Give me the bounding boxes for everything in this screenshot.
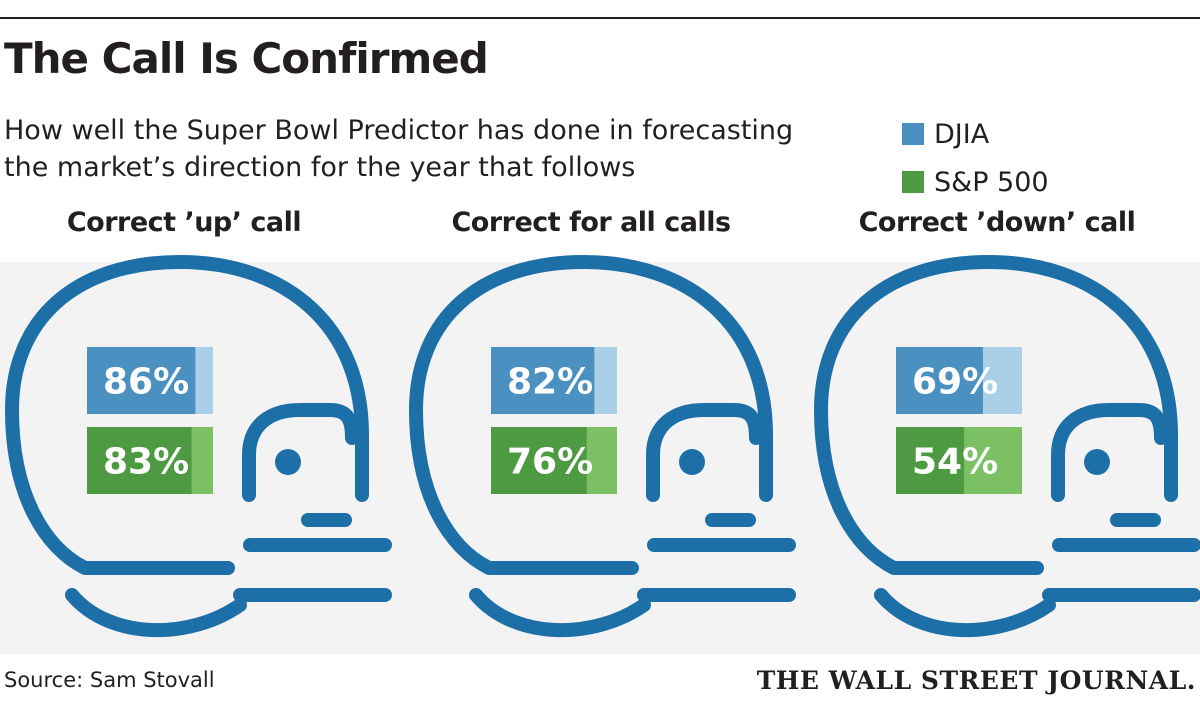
helmet-shell-up-call: [5, 255, 369, 575]
chart-subtitle: How well the Super Bowl Predictor has do…: [4, 112, 864, 186]
helmet-ear-hole-up-call: [275, 449, 301, 475]
panel-title-all-calls: Correct for all calls: [451, 207, 731, 238]
bar-sp500-all-calls: [491, 427, 587, 494]
helmet-ear-up-call: [242, 403, 359, 502]
source-note: Source: Sam Stovall: [4, 668, 215, 692]
bar-label-sp500-down-call: 54%: [912, 442, 998, 483]
bar-djia-up-call: [87, 347, 196, 414]
bar-djia-all-calls: [491, 347, 595, 414]
helmet-ear-all-calls: [646, 403, 763, 502]
helmet-shell-down-call: [814, 255, 1178, 575]
legend-label-sp500: S&P 500: [934, 166, 1049, 198]
panel-title-up-call: Correct ’up’ call: [66, 207, 302, 238]
chart-title: The Call Is Confirmed: [4, 34, 489, 83]
subtitle-line-2: the market’s direction for the year that…: [4, 152, 636, 183]
helmet-ear-hole-down-call: [1084, 449, 1110, 475]
panel-title-down-call: Correct ’down’ call: [858, 207, 1136, 238]
helmet-up-call: 86% 83%: [5, 255, 392, 638]
subtitle-line-1: How well the Super Bowl Predictor has do…: [4, 115, 794, 146]
legend-item-sp500: S&P 500: [902, 158, 1049, 206]
helmet-all-calls: 82% 76%: [409, 255, 796, 638]
bar-label-sp500-all-calls: 76%: [507, 442, 593, 483]
helmet-shell-all-calls: [409, 255, 773, 575]
helmet-ear-hole-all-calls: [679, 449, 705, 475]
legend: DJIA S&P 500: [902, 110, 1049, 206]
bar-label-djia-down-call: 69%: [912, 362, 998, 403]
bar-label-djia-all-calls: 82%: [507, 362, 593, 403]
publisher-logo: THE WALL STREET JOURNAL.: [756, 666, 1196, 695]
bar-label-sp500-up-call: 83%: [103, 442, 189, 483]
helmet-jaw-down-call: [874, 588, 1056, 638]
helmet-jaw-all-calls: [469, 588, 651, 638]
top-rule: [0, 17, 1200, 19]
legend-swatch-djia: [902, 123, 924, 145]
legend-item-djia: DJIA: [902, 110, 1049, 158]
helmet-ear-down-call: [1051, 403, 1168, 502]
bar-label-djia-up-call: 86%: [103, 362, 189, 403]
legend-swatch-sp500: [902, 171, 924, 193]
bar-sp500-up-call: [87, 427, 192, 494]
helmet-jaw-up-call: [65, 588, 247, 638]
bar-sp500-down-call: [896, 427, 965, 494]
legend-label-djia: DJIA: [934, 118, 990, 150]
helmet-down-call: 69% 54%: [814, 255, 1200, 638]
bar-djia-down-call: [896, 347, 983, 414]
